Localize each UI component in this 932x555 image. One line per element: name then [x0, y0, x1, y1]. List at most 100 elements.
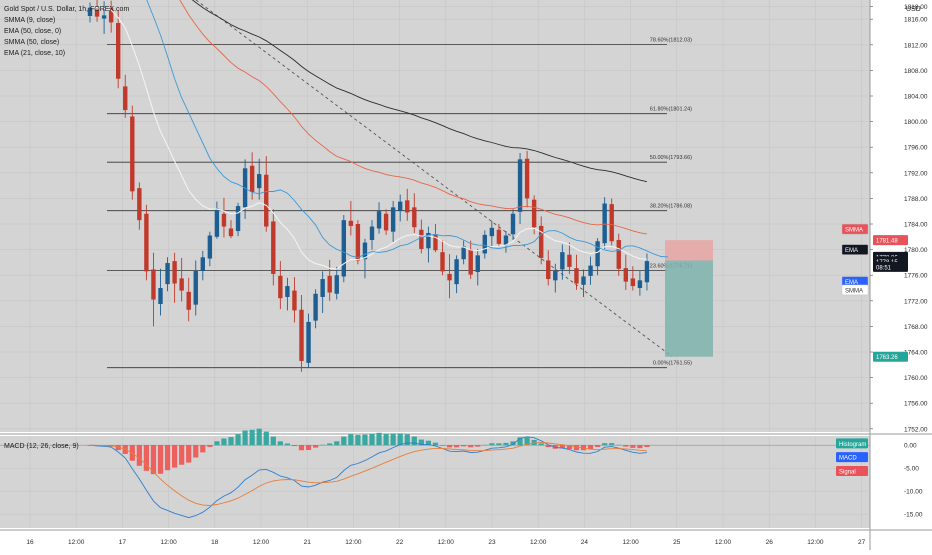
macd-histogram-bar[interactable] — [256, 428, 262, 446]
candle-down[interactable] — [440, 252, 445, 272]
candle-down[interactable] — [524, 158, 530, 199]
indicator-tag[interactable] — [841, 223, 869, 235]
candle-down[interactable] — [116, 23, 121, 79]
macd-histogram-bar[interactable] — [630, 445, 636, 448]
candle-down[interactable] — [278, 275, 283, 299]
candle-up[interactable] — [376, 211, 382, 229]
macd-histogram-bar[interactable] — [609, 443, 615, 446]
macd-histogram-bar[interactable] — [644, 445, 650, 448]
macd-histogram-bar[interactable] — [263, 431, 269, 446]
macd-histogram-bar[interactable] — [214, 441, 220, 446]
candle-down[interactable] — [228, 228, 234, 237]
candle-up[interactable] — [454, 259, 459, 285]
candle-down[interactable] — [271, 221, 276, 274]
macd-histogram-bar[interactable] — [637, 445, 643, 449]
candle-down[interactable] — [249, 165, 255, 192]
macd-histogram-bar[interactable] — [510, 441, 516, 446]
macd-histogram-bar[interactable] — [446, 445, 453, 448]
candle-up[interactable] — [334, 275, 339, 294]
indicator-legend-ema50[interactable]: EMA (50, close, 0) — [4, 28, 61, 35]
candle-down[interactable] — [172, 261, 177, 284]
macd-histogram-bar[interactable] — [249, 429, 255, 446]
macd-histogram-bar[interactable] — [404, 434, 410, 446]
macd-histogram-bar[interactable] — [369, 433, 375, 446]
macd-histogram-bar[interactable] — [566, 445, 572, 450]
candle-up[interactable] — [87, 7, 93, 16]
candle-up[interactable] — [390, 207, 396, 232]
candle-up[interactable] — [207, 235, 213, 259]
candle-up[interactable] — [398, 201, 403, 211]
candle-up[interactable] — [461, 246, 466, 260]
candle-down[interactable] — [355, 224, 361, 261]
candle-down[interactable] — [630, 278, 636, 287]
macd-histogram-bar[interactable] — [313, 445, 319, 448]
candle-up[interactable] — [313, 293, 318, 321]
macd-histogram-bar[interactable] — [207, 445, 213, 447]
indicator-legend-smma50[interactable]: SMMA (50, close) — [4, 39, 59, 46]
ema-21-offset-line[interactable] — [111, 0, 669, 259]
macd-histogram-bar[interactable] — [545, 445, 551, 448]
macd-histogram-bar[interactable] — [327, 443, 333, 446]
price-tag[interactable] — [873, 235, 908, 246]
macd-histogram-bar[interactable] — [235, 434, 241, 446]
macd-histogram-bar[interactable] — [559, 445, 565, 449]
candle-down[interactable] — [468, 249, 473, 275]
candle-down[interactable] — [412, 207, 417, 228]
macd-histogram-bar[interactable] — [298, 445, 305, 451]
candle-up[interactable] — [510, 213, 516, 235]
macd-histogram-bar[interactable] — [284, 443, 290, 446]
position-stop-zone[interactable] — [665, 240, 713, 261]
candle-up[interactable] — [306, 321, 311, 363]
candle-down[interactable] — [130, 116, 135, 192]
candle-down[interactable] — [299, 309, 304, 361]
macd-histogram-bar[interactable] — [524, 437, 530, 446]
macd-histogram-bar[interactable] — [334, 441, 340, 446]
candle-down[interactable] — [546, 260, 551, 280]
indicator-tag[interactable] — [841, 284, 869, 296]
macd-histogram-bar[interactable] — [616, 444, 622, 446]
candle-up[interactable] — [214, 208, 220, 237]
candle-down[interactable] — [539, 225, 544, 258]
macd-histogram-bar[interactable] — [383, 433, 389, 446]
candle-up[interactable] — [503, 235, 509, 246]
candle-down[interactable] — [348, 220, 354, 226]
macd-histogram-bar[interactable] — [489, 443, 495, 446]
candle-up[interactable] — [517, 159, 523, 212]
candle-up[interactable] — [257, 174, 262, 189]
candle-up[interactable] — [285, 286, 290, 297]
candle-up[interactable] — [200, 257, 205, 271]
macd-histogram-bar[interactable] — [461, 445, 467, 447]
candle-up[interactable] — [362, 242, 368, 260]
candle-up[interactable] — [595, 241, 600, 267]
macd-histogram-bar[interactable] — [538, 443, 544, 446]
macd-histogram-bar[interactable] — [573, 445, 580, 451]
candle-down[interactable] — [292, 290, 297, 311]
candle-up[interactable] — [165, 263, 170, 285]
macd-histogram-bar[interactable] — [503, 442, 509, 446]
macd-histogram-bar[interactable] — [397, 433, 403, 446]
candle-up[interactable] — [341, 220, 346, 277]
macd-histogram-bar[interactable] — [468, 445, 474, 448]
candle-down[interactable] — [94, 10, 100, 17]
candle-up[interactable] — [644, 261, 650, 283]
macd-histogram-bar[interactable] — [355, 434, 361, 446]
macd-histogram-bar[interactable] — [291, 445, 298, 447]
candle-up[interactable] — [369, 226, 375, 240]
macd-histogram-bar[interactable] — [475, 445, 481, 447]
macd-histogram-bar[interactable] — [623, 445, 629, 447]
candle-down[interactable] — [383, 213, 389, 231]
macd-histogram-bar[interactable] — [193, 445, 199, 458]
candle-down[interactable] — [531, 199, 537, 228]
candle-down[interactable] — [327, 275, 332, 293]
macd-histogram-bar[interactable] — [164, 445, 171, 471]
candle-up[interactable] — [320, 279, 325, 297]
macd-histogram-bar[interactable] — [595, 445, 601, 448]
macd-histogram-bar[interactable] — [580, 445, 587, 451]
candle-up[interactable] — [588, 265, 593, 276]
macd-tag[interactable] — [836, 465, 868, 476]
macd-histogram-bar[interactable] — [587, 445, 594, 450]
candle-down[interactable] — [623, 268, 628, 282]
macd-histogram-bar[interactable] — [270, 436, 276, 446]
macd-histogram-bar[interactable] — [172, 445, 178, 468]
